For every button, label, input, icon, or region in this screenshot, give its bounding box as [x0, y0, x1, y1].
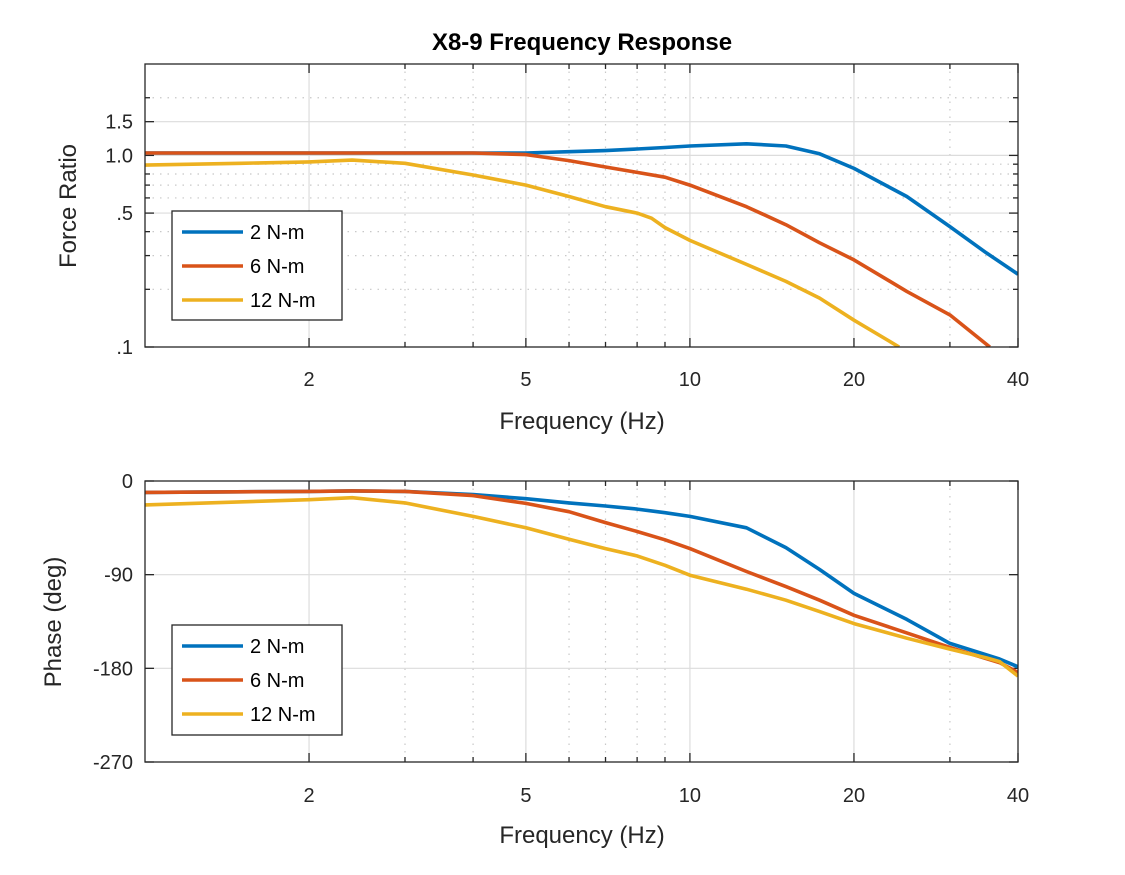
series-line-6-n-m	[145, 489, 1018, 675]
phase-x-axis-label: Frequency (Hz)	[499, 822, 664, 849]
phase-axes: 2 5 10 20 40 0 -90 -180 -270 Frequency (Hz) Phas…	[40, 471, 1029, 849]
magnitude-y-tick-label: .5	[116, 203, 133, 225]
magnitude-x-tick-label: 20	[843, 369, 865, 391]
phase-x-tick-label: 5	[520, 785, 531, 807]
phase-series	[145, 489, 1018, 678]
phase-y-tick-label: -90	[104, 565, 133, 587]
phase-axes-frame	[144, 480, 1019, 763]
magnitude-axes: 2 5 10 20 40 .1 .5 1.0 1.5 Frequency (Hz) Force …	[55, 63, 1029, 435]
phase-y-tick-label: -270	[93, 752, 133, 774]
magnitude-y-tick-label: 1.5	[105, 112, 133, 134]
magnitude-tick-labels: 2 5 10 20 40 .1 .5 1.0 1.5	[105, 112, 1029, 391]
magnitude-y-axis-label: Force Ratio	[55, 144, 82, 268]
magnitude-x-tick-label: 10	[679, 369, 701, 391]
legend-label: 12 N-m	[250, 290, 316, 312]
magnitude-x-tick-label: 5	[520, 369, 531, 391]
legend-label: 2 N-m	[250, 222, 304, 244]
phase-tick-labels: 2 5 10 20 40 0 -90 -180 -270	[93, 471, 1029, 807]
phase-y-tick-label: 0	[122, 471, 133, 493]
legend-label: 6 N-m	[250, 256, 304, 278]
phase-x-tick-label: 20	[843, 785, 865, 807]
magnitude-y-tick-label: .1	[116, 337, 133, 359]
legend-label: 6 N-m	[250, 670, 304, 692]
legend-label: 2 N-m	[250, 636, 304, 658]
magnitude-axes-frame	[144, 63, 1019, 348]
series-line-12-n-m	[145, 158, 901, 347]
magnitude-x-tick-label: 40	[1007, 369, 1029, 391]
phase-legend: 2 N-m 6 N-m 12 N-m	[171, 624, 343, 736]
magnitude-ticks	[145, 64, 1019, 348]
phase-x-tick-label: 10	[679, 785, 701, 807]
magnitude-legend: 2 N-m 6 N-m 12 N-m	[171, 210, 343, 321]
magnitude-series	[145, 142, 1018, 347]
magnitude-x-tick-label: 2	[303, 369, 314, 391]
series-line-12-n-m	[145, 495, 1018, 678]
magnitude-y-tick-label: 1.0	[105, 145, 133, 167]
chart-title: X8-9 Frequency Response	[432, 29, 732, 56]
series-line-6-n-m	[145, 151, 991, 347]
phase-y-tick-label: -180	[93, 658, 133, 680]
magnitude-x-axis-label: Frequency (Hz)	[499, 408, 664, 435]
phase-x-tick-label: 2	[303, 785, 314, 807]
phase-y-axis-label: Phase (deg)	[40, 557, 67, 688]
legend-label: 12 N-m	[250, 704, 316, 726]
phase-x-tick-label: 40	[1007, 785, 1029, 807]
